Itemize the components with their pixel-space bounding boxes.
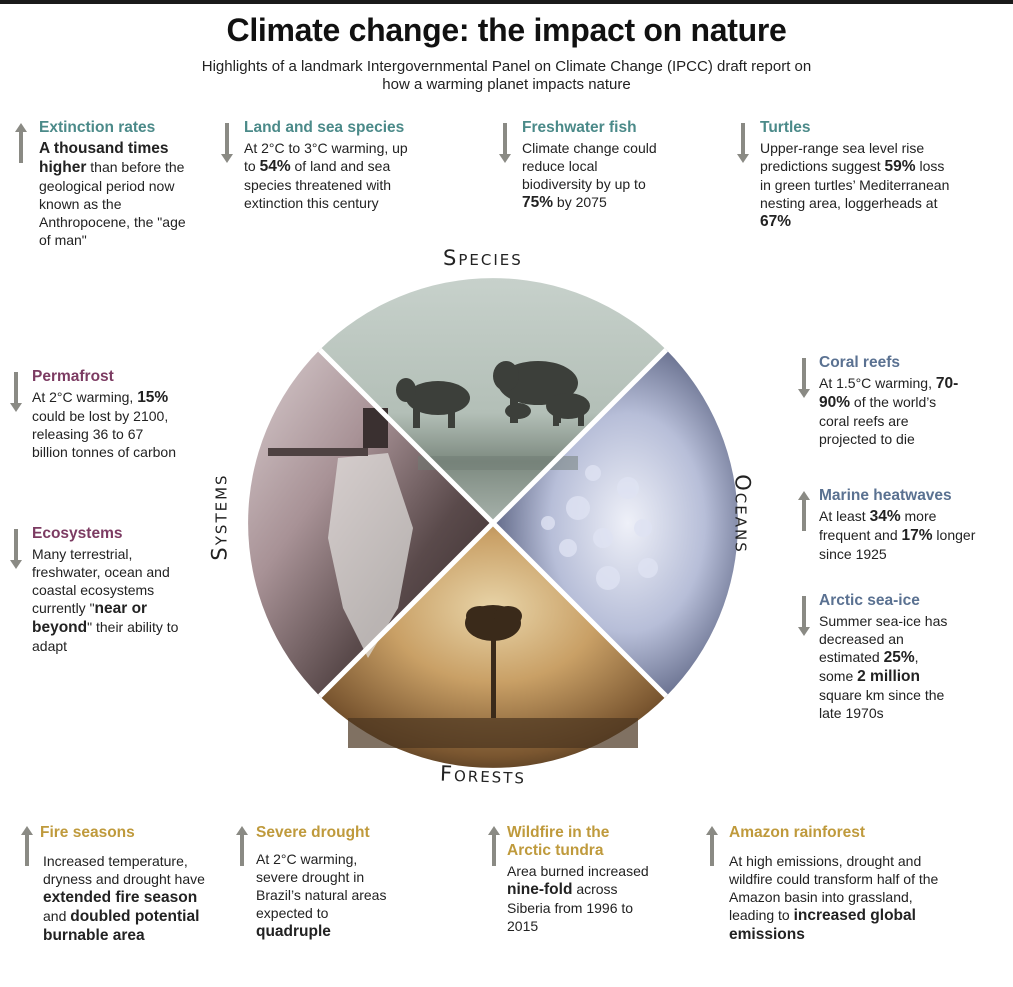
fact-heading: Turtles [760, 119, 811, 136]
down-arrow-icon [798, 358, 810, 398]
fact-heading: Extinction rates [39, 119, 156, 136]
fact-ecosystems: Ecosystems Many terrestrial, freshwater,… [32, 525, 187, 655]
fact-highlight: increased global emissions [729, 907, 916, 943]
up-arrow-icon [488, 826, 500, 866]
fact-coral-reefs: Coral reefs At 1.5°C warming, 70-90% of … [819, 354, 969, 448]
fact-permafrost: Permafrost At 2°C warming, 15% could be … [32, 368, 182, 461]
up-arrow-icon [15, 123, 27, 163]
fact-highlight: quadruple [256, 923, 331, 940]
fact-heading: Wildfire in the Arctic tundra [507, 824, 610, 859]
down-arrow-icon [10, 372, 22, 412]
fact-highlight: 2 million [857, 668, 920, 685]
fact-turtles: Turtles Upper-range sea level rise predi… [760, 119, 955, 231]
up-arrow-icon [706, 826, 718, 866]
down-arrow-icon [10, 529, 22, 569]
fact-marine-heatwaves: Marine heatwaves At least 34% more frequ… [819, 487, 989, 563]
fact-highlight: 15% [137, 389, 169, 406]
down-arrow-icon [221, 123, 233, 163]
coral-texture [541, 465, 658, 590]
fact-highlight: 59% [884, 158, 916, 175]
page-title: Climate change: the impact on nature [226, 12, 787, 48]
fact-fire-seasons: Fire seasons Increased temperature, dryn… [40, 824, 208, 945]
oceans-segment [493, 349, 738, 697]
water-reflection [418, 456, 578, 470]
fact-wildfire-arctic-tundra: Wildfire in the Arctic tundra Area burne… [507, 824, 652, 935]
fact-highlight: 67% [760, 213, 792, 230]
fact-heading: Amazon rainforest [729, 824, 866, 841]
fact-severe-drought: Severe drought At 2°C warming, severe dr… [256, 824, 396, 941]
impact-circle [248, 278, 738, 768]
fact-highlight: A thousand times higher [39, 140, 169, 176]
coastline-texture [268, 408, 413, 658]
down-arrow-icon [737, 123, 749, 163]
fact-heading: Coral reefs [819, 354, 900, 371]
fact-highlight: 70-90% [819, 375, 959, 411]
fact-heading: Ecosystems [32, 525, 123, 542]
up-arrow-icon [21, 826, 33, 866]
top-rule [0, 0, 1013, 4]
fact-freshwater-fish: Freshwater fish Climate change could red… [522, 119, 667, 212]
fact-highlight: 34% [869, 508, 901, 525]
fact-highlight: near or beyond [32, 600, 148, 636]
tree-silhouette [465, 605, 522, 718]
fact-heading: Fire seasons [40, 824, 135, 841]
up-arrow-icon [798, 491, 810, 531]
fact-highlight: 25% [883, 649, 915, 666]
fact-heading: Marine heatwaves [819, 487, 952, 504]
oceans-label: Oceans [730, 474, 755, 554]
fact-highlight: 17% [901, 527, 933, 544]
fact-highlight: 54% [259, 158, 291, 175]
fact-amazon-rainforest: Amazon rainforest At high emissions, dro… [729, 824, 959, 944]
fact-highlight: 75% [522, 194, 554, 211]
fact-heading: Arctic sea-ice [819, 592, 920, 609]
fact-heading: Land and sea species [244, 119, 405, 136]
page-subtitle: Highlights of a landmark Intergovernment… [201, 58, 812, 93]
fact-heading: Severe drought [256, 824, 370, 841]
forests-label: Forests [439, 761, 527, 789]
down-arrow-icon [499, 123, 511, 163]
fact-highlight: nine-fold [507, 881, 573, 898]
fact-heading: Permafrost [32, 368, 114, 385]
fact-highlight: doubled potential burnable area [43, 908, 200, 944]
down-arrow-icon [798, 596, 810, 636]
fact-arctic-sea-ice: Arctic sea-ice Summer sea-ice has decrea… [819, 592, 948, 721]
fact-land-sea-species: Land and sea species At 2°C to 3°C warmi… [244, 119, 408, 211]
fact-extinction-rates: Extinction rates A thousand times higher… [39, 119, 199, 249]
up-arrow-icon [236, 826, 248, 866]
elephants-illustration [396, 361, 590, 428]
fact-heading: Freshwater fish [522, 119, 637, 136]
species-label: Species [443, 246, 523, 270]
species-segment [319, 278, 667, 523]
fact-highlight: extended fire season [43, 889, 198, 906]
systems-label: Systems [207, 473, 232, 561]
forest-ground [348, 718, 638, 748]
